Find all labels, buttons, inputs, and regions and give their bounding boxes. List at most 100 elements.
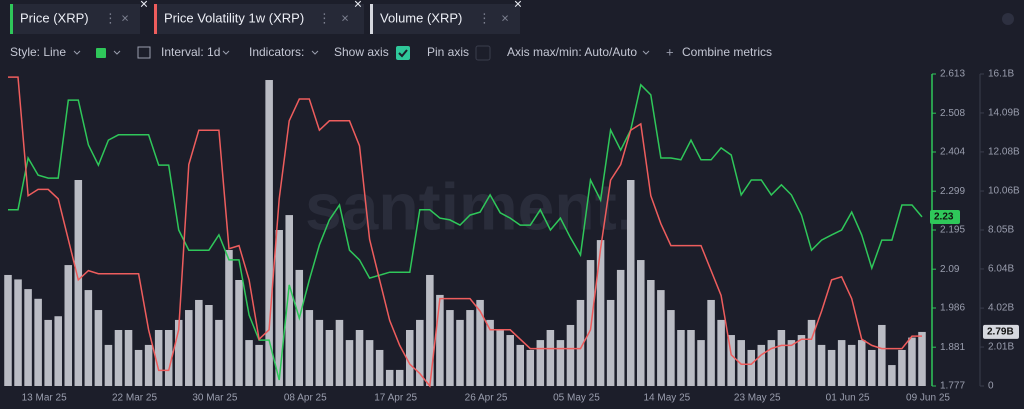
volume-bar xyxy=(727,335,735,386)
axis-range-selector[interactable]: Axis max/min: Auto/Auto xyxy=(507,45,637,59)
volume-bar xyxy=(134,349,143,386)
volume-bar xyxy=(486,319,494,386)
remove-icon[interactable]: × xyxy=(354,0,362,12)
indicators-selector[interactable]: Indicators: xyxy=(249,45,304,59)
volume-bar xyxy=(787,340,796,386)
chevron xyxy=(642,50,650,55)
volume-bar xyxy=(164,329,173,386)
volume-bar xyxy=(777,329,786,386)
tab[interactable]: Price (XRP) ⋮ × xyxy=(10,4,140,34)
volume-bar xyxy=(626,180,635,386)
volume-bar xyxy=(436,294,444,386)
volume-bar xyxy=(426,274,434,386)
tab-bg xyxy=(10,4,140,34)
watermark: santiment. xyxy=(305,169,635,243)
y-tick-label: 2.508 xyxy=(940,108,965,119)
volume-bar xyxy=(586,260,595,386)
volume-bar xyxy=(74,180,83,386)
chevron xyxy=(222,50,230,55)
y-tick-label: 1.777 xyxy=(940,381,965,392)
tab[interactable]: Volume (XRP) ⋮ × xyxy=(370,4,520,34)
volume-bar xyxy=(285,215,293,386)
volume-bar xyxy=(657,290,665,386)
remove-icon[interactable]: × xyxy=(140,0,148,12)
volume-bar xyxy=(827,349,836,386)
volume-bar xyxy=(245,340,253,386)
volume-bar xyxy=(606,299,615,386)
volume-bar xyxy=(516,344,525,386)
volume-bar xyxy=(335,319,344,386)
volume-bar xyxy=(556,340,565,386)
volume-bar xyxy=(144,344,153,386)
volume-bar xyxy=(647,279,655,386)
tab-accent xyxy=(370,4,373,34)
volume-bar xyxy=(566,324,575,386)
volume-bar xyxy=(747,349,756,386)
remove-icon[interactable]: × xyxy=(514,0,522,12)
y-tick-label: 2.299 xyxy=(940,186,965,197)
tab-accent xyxy=(10,4,13,34)
interval-selector[interactable]: Interval: 1d xyxy=(161,45,220,59)
combine-metrics[interactable]: Combine metrics xyxy=(682,45,772,59)
plus-icon: + xyxy=(666,44,674,59)
current-value-label: 2.79B xyxy=(987,327,1014,338)
x-tick-label: 30 Mar 25 xyxy=(192,393,237,404)
volume-bar xyxy=(697,340,705,386)
y-tick-label: 2.404 xyxy=(940,147,965,158)
y2-tick-label: 14.09B xyxy=(988,108,1020,119)
volume-bar xyxy=(687,329,695,386)
pin-axis-label: Pin axis xyxy=(427,45,469,59)
y2-tick-label: 12.08B xyxy=(988,147,1020,158)
volume-bar xyxy=(446,310,454,386)
volume-bar xyxy=(355,329,364,386)
style-selector[interactable]: Style: Line xyxy=(10,45,66,59)
volume-bar xyxy=(185,310,193,386)
volume-bar xyxy=(174,319,183,386)
plot xyxy=(4,80,926,387)
tab[interactable]: Price Volatility 1w (XRP) ⋮ × xyxy=(154,4,364,34)
y-tick-label: 2.09 xyxy=(940,264,960,275)
tab-label: Price (XRP) xyxy=(20,10,89,25)
series-line xyxy=(8,83,923,381)
volume-bar xyxy=(878,324,886,386)
volume-bar xyxy=(737,340,745,386)
show-axis-label: Show axis xyxy=(334,45,389,59)
tab-close: × xyxy=(121,10,129,25)
volume-bar xyxy=(616,269,625,386)
x-tick-label: 26 Apr 25 xyxy=(465,393,508,404)
volume-bar xyxy=(84,290,93,386)
volume-bar xyxy=(24,289,32,386)
show-axis-checkbox[interactable] xyxy=(396,46,410,60)
volume-bar xyxy=(154,329,163,386)
volume-bar xyxy=(918,331,926,386)
current-value-label: 2.23 xyxy=(934,212,954,223)
volume-bar xyxy=(275,230,283,386)
x-tick-label: 23 May 25 xyxy=(734,393,781,404)
volume-bar xyxy=(416,319,424,386)
volume-bar xyxy=(807,319,816,386)
volume-bar xyxy=(205,304,213,386)
volume-bar xyxy=(677,329,685,386)
volume-bar xyxy=(225,249,233,386)
volume-bar xyxy=(104,344,113,386)
tab-menu: ⋮ xyxy=(104,10,117,25)
volume-bar xyxy=(124,329,133,386)
y2-tick-label: 4.02B xyxy=(988,303,1014,314)
volume-bar xyxy=(456,319,464,386)
tab-bg xyxy=(370,4,520,34)
tab-close: × xyxy=(501,10,509,25)
check xyxy=(398,49,408,58)
y2-tick-label: 10.06B xyxy=(988,186,1020,197)
volume-bar xyxy=(817,344,826,386)
pin-axis-checkbox[interactable] xyxy=(475,45,491,61)
tab-label: Price Volatility 1w (XRP) xyxy=(164,10,304,25)
volume-bar xyxy=(667,310,675,386)
current-value-badge xyxy=(983,324,1019,339)
volume-bar xyxy=(235,279,243,386)
calendar-icon xyxy=(137,46,151,59)
volume-bar xyxy=(546,329,555,386)
volume-bar xyxy=(405,329,414,386)
color-picker[interactable] xyxy=(96,48,106,58)
volume-bar xyxy=(496,329,504,386)
